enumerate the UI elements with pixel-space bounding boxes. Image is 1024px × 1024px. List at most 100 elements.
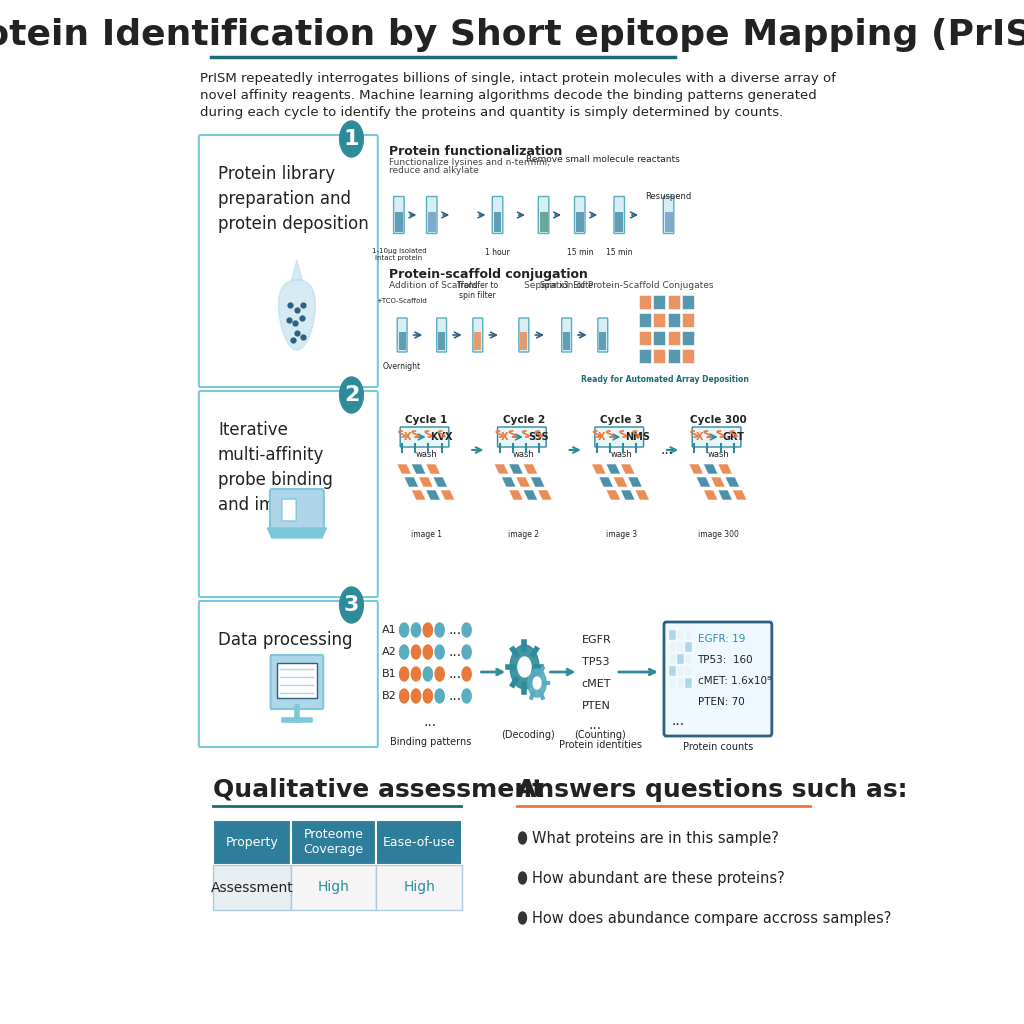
Text: Ease-of-use: Ease-of-use — [383, 836, 456, 849]
Text: ...: ... — [589, 718, 601, 732]
Polygon shape — [592, 464, 606, 474]
Text: Separation of Protein-Scaffold Conjugates: Separation of Protein-Scaffold Conjugate… — [524, 281, 714, 290]
Bar — [682, 331, 694, 345]
Text: PrISM repeatedly interrogates billions of single, intact protein molecules with : PrISM repeatedly interrogates billions o… — [201, 72, 836, 85]
Text: image 3: image 3 — [605, 530, 637, 539]
Text: wash: wash — [416, 450, 437, 459]
Circle shape — [423, 667, 432, 681]
Bar — [685, 642, 691, 652]
FancyBboxPatch shape — [562, 318, 571, 352]
Polygon shape — [606, 464, 621, 474]
Circle shape — [518, 657, 531, 677]
Text: Addition of Scaffold: Addition of Scaffold — [389, 281, 478, 290]
Text: 1 hour: 1 hour — [485, 248, 510, 257]
FancyBboxPatch shape — [595, 427, 643, 447]
Text: Assessment: Assessment — [211, 881, 294, 895]
Text: X: X — [403, 432, 411, 442]
Text: PTEN: 70: PTEN: 70 — [697, 697, 744, 707]
Text: Protein library
preparation and
protein deposition: Protein library preparation and protein … — [218, 165, 369, 233]
Circle shape — [399, 689, 409, 703]
FancyBboxPatch shape — [493, 197, 503, 233]
Text: Qualitative assessment: Qualitative assessment — [213, 778, 545, 802]
Bar — [682, 313, 694, 327]
Text: wash: wash — [610, 450, 632, 459]
Bar — [682, 349, 694, 362]
Text: cMET: cMET — [582, 679, 611, 689]
FancyBboxPatch shape — [614, 197, 625, 233]
Polygon shape — [689, 464, 703, 474]
Polygon shape — [495, 464, 509, 474]
Bar — [639, 349, 651, 362]
Text: TP53: TP53 — [582, 657, 609, 667]
Bar — [677, 654, 684, 664]
Circle shape — [462, 667, 471, 681]
Text: EGFR: EGFR — [582, 635, 611, 645]
Text: Protein identities: Protein identities — [559, 740, 642, 750]
Bar — [685, 630, 691, 640]
Circle shape — [462, 689, 471, 703]
Circle shape — [340, 377, 364, 413]
Text: ...: ... — [449, 645, 462, 659]
Bar — [653, 331, 666, 345]
Bar — [599, 332, 606, 350]
Text: A2: A2 — [382, 647, 396, 657]
Bar — [213, 820, 291, 865]
Polygon shape — [523, 490, 538, 500]
Polygon shape — [426, 490, 440, 500]
FancyBboxPatch shape — [598, 318, 607, 352]
Text: 2: 2 — [344, 385, 359, 406]
Polygon shape — [530, 477, 545, 487]
Polygon shape — [621, 490, 635, 500]
Text: How abundant are these proteins?: How abundant are these proteins? — [531, 870, 784, 886]
Bar — [291, 820, 377, 865]
FancyBboxPatch shape — [199, 601, 378, 746]
FancyBboxPatch shape — [664, 197, 674, 233]
FancyBboxPatch shape — [270, 489, 324, 531]
Bar — [377, 865, 462, 910]
Polygon shape — [412, 464, 426, 474]
Polygon shape — [509, 490, 523, 500]
Polygon shape — [404, 477, 419, 487]
Text: Ready for Automated Array Deposition: Ready for Automated Array Deposition — [582, 375, 750, 384]
Circle shape — [534, 677, 541, 689]
FancyBboxPatch shape — [199, 391, 378, 597]
Text: 3: 3 — [344, 595, 359, 615]
Polygon shape — [628, 477, 642, 487]
Bar — [474, 332, 481, 350]
Text: ...: ... — [424, 715, 437, 729]
FancyBboxPatch shape — [282, 499, 296, 521]
FancyBboxPatch shape — [664, 622, 772, 736]
Text: Resuspend: Resuspend — [645, 193, 691, 201]
Bar — [213, 865, 291, 910]
Text: image 1: image 1 — [411, 530, 442, 539]
FancyBboxPatch shape — [199, 135, 378, 387]
Text: Spin x3  Elute: Spin x3 Elute — [541, 281, 593, 290]
Polygon shape — [523, 464, 538, 474]
Text: Protein Identification by Short epitope Mapping (PrISM): Protein Identification by Short epitope … — [0, 18, 1024, 52]
Polygon shape — [292, 260, 302, 280]
Bar — [540, 212, 548, 231]
Circle shape — [518, 831, 526, 844]
Bar — [670, 630, 676, 640]
Circle shape — [518, 912, 526, 924]
Text: Remove small molecule reactants: Remove small molecule reactants — [526, 155, 680, 164]
Bar — [639, 313, 651, 327]
Text: ...: ... — [449, 623, 462, 637]
Text: KVX: KVX — [430, 432, 453, 442]
Circle shape — [518, 872, 526, 884]
FancyBboxPatch shape — [270, 655, 324, 709]
Text: EGFR: 19: EGFR: 19 — [697, 634, 744, 644]
Polygon shape — [725, 477, 739, 487]
Text: GRT: GRT — [723, 432, 744, 442]
Polygon shape — [412, 490, 426, 500]
Polygon shape — [718, 490, 732, 500]
Circle shape — [412, 667, 421, 681]
Bar — [615, 212, 624, 231]
Text: Proteome
Coverage: Proteome Coverage — [304, 828, 364, 856]
Bar — [685, 678, 691, 688]
Bar — [668, 313, 680, 327]
Text: Cycle 300: Cycle 300 — [690, 415, 746, 425]
Circle shape — [435, 689, 444, 703]
Bar — [665, 212, 673, 231]
Polygon shape — [621, 464, 635, 474]
